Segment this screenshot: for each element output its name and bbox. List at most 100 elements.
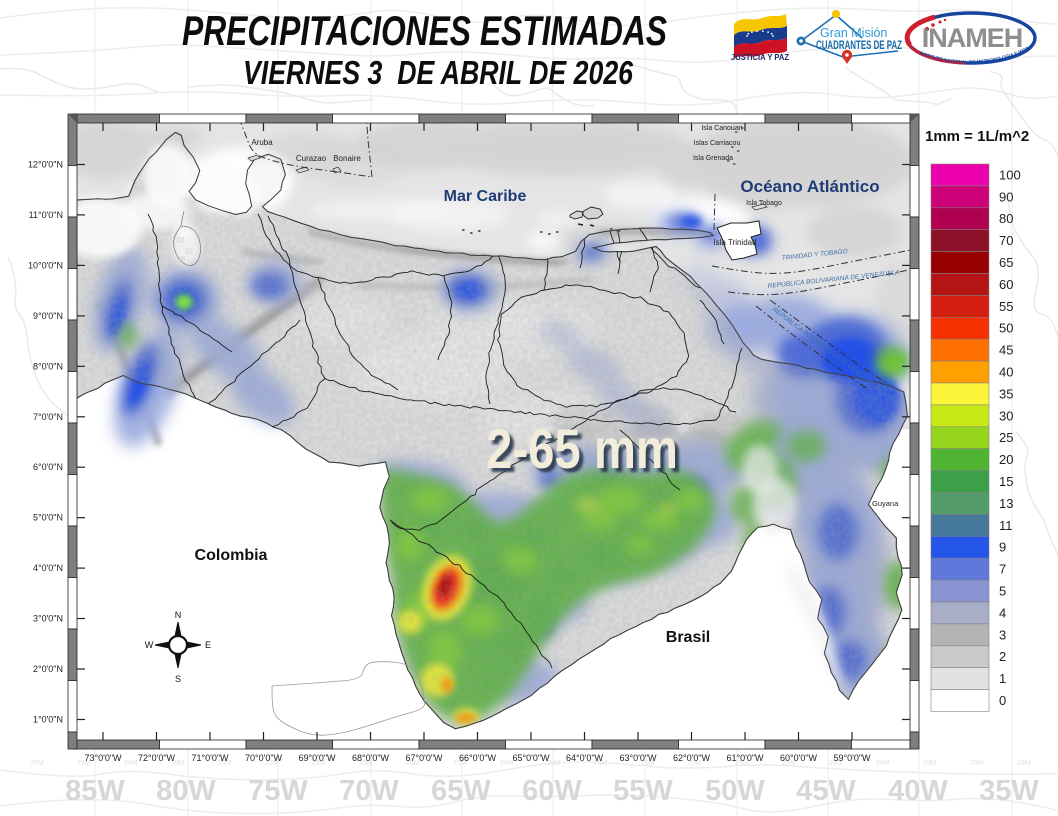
- svg-text:Colombia: Colombia: [195, 547, 268, 564]
- svg-text:29M: 29M: [265, 760, 279, 767]
- svg-text:30: 30: [999, 408, 1013, 423]
- svg-text:29M: 29M: [1017, 760, 1031, 767]
- svg-text:80W: 80W: [156, 775, 216, 807]
- svg-text:29M: 29M: [406, 760, 420, 767]
- svg-text:1mm = 1L/m^2: 1mm = 1L/m^2: [925, 128, 1029, 145]
- svg-text:8°0'0"N: 8°0'0"N: [33, 361, 63, 371]
- svg-text:29M: 29M: [876, 760, 890, 767]
- svg-text:Aruba: Aruba: [251, 138, 273, 147]
- svg-text:9: 9: [999, 540, 1006, 555]
- svg-text:11: 11: [999, 518, 1013, 533]
- svg-text:20: 20: [999, 452, 1013, 467]
- svg-text:9°0'0"N: 9°0'0"N: [33, 311, 63, 321]
- svg-text:Brasil: Brasil: [666, 629, 710, 646]
- svg-text:72°0'0"W: 72°0'0"W: [138, 753, 176, 763]
- svg-text:Isla Grenada: Isla Grenada: [693, 155, 733, 162]
- svg-text:71°0'0"W: 71°0'0"W: [191, 753, 229, 763]
- svg-text:63°0'0"W: 63°0'0"W: [619, 753, 657, 763]
- svg-text:2°0'0"N: 2°0'0"N: [33, 664, 63, 674]
- svg-text:45W: 45W: [796, 775, 856, 807]
- svg-text:6°0'0"N: 6°0'0"N: [33, 462, 63, 472]
- svg-text:60: 60: [999, 277, 1013, 292]
- svg-text:64°0'0"W: 64°0'0"W: [566, 753, 604, 763]
- svg-text:5°0'0"N: 5°0'0"N: [33, 513, 63, 523]
- svg-text:29M: 29M: [500, 760, 514, 767]
- svg-text:Mar Caribe: Mar Caribe: [444, 188, 527, 205]
- svg-text:0: 0: [999, 693, 1006, 708]
- svg-text:CUADRANTES DE PAZ: CUADRANTES DE PAZ: [816, 40, 902, 52]
- svg-text:60W: 60W: [522, 775, 582, 807]
- svg-text:3: 3: [999, 627, 1006, 642]
- svg-text:E: E: [205, 640, 211, 650]
- svg-text:29M: 29M: [30, 760, 44, 767]
- svg-text:73°0'0"W: 73°0'0"W: [84, 753, 122, 763]
- svg-text:PRECIPITACIONES ESTIMADAS: PRECIPITACIONES ESTIMADAS: [182, 7, 667, 54]
- svg-text:45: 45: [999, 343, 1013, 358]
- svg-text:66°0'0"W: 66°0'0"W: [459, 753, 497, 763]
- svg-text:59°0'0"W: 59°0'0"W: [833, 753, 871, 763]
- svg-text:65: 65: [999, 255, 1013, 270]
- svg-text:11°0'0"N: 11°0'0"N: [29, 210, 63, 220]
- svg-text:75W: 75W: [248, 775, 308, 807]
- svg-text:Curazao: Curazao: [296, 154, 327, 163]
- svg-text:Isla Tobago: Isla Tobago: [746, 200, 782, 207]
- svg-text:Isla Trinidad: Isla Trinidad: [713, 238, 756, 247]
- svg-text:3°0'0"N: 3°0'0"N: [33, 614, 63, 624]
- svg-text:29M: 29M: [782, 760, 796, 767]
- svg-text:29M: 29M: [688, 760, 702, 767]
- svg-text:55W: 55W: [613, 775, 673, 807]
- svg-text:S: S: [175, 674, 181, 684]
- svg-text:70: 70: [999, 233, 1013, 248]
- svg-text:25: 25: [999, 430, 1013, 445]
- svg-text:35W: 35W: [979, 775, 1039, 807]
- svg-text:1: 1: [999, 671, 1006, 686]
- svg-text:90: 90: [999, 189, 1013, 204]
- svg-text:29M: 29M: [641, 760, 655, 767]
- svg-text:JUSTICIA Y PAZ: JUSTICIA Y PAZ: [731, 52, 789, 62]
- svg-text:5: 5: [999, 584, 1006, 599]
- svg-text:29M: 29M: [970, 760, 984, 767]
- svg-text:55: 55: [999, 299, 1013, 314]
- svg-text:67°0'0"W: 67°0'0"W: [405, 753, 443, 763]
- svg-text:Isla Canouan: Isla Canouan: [701, 125, 742, 132]
- svg-text:2-65 mm: 2-65 mm: [490, 421, 682, 484]
- svg-text:4°0'0"N: 4°0'0"N: [33, 563, 63, 573]
- svg-text:29M: 29M: [547, 760, 561, 767]
- svg-text:7°0'0"N: 7°0'0"N: [33, 412, 63, 422]
- svg-text:100: 100: [999, 167, 1021, 182]
- svg-text:68°0'0"W: 68°0'0"W: [352, 753, 390, 763]
- svg-text:70W: 70W: [339, 775, 399, 807]
- svg-text:W: W: [145, 640, 154, 650]
- svg-text:40W: 40W: [888, 775, 948, 807]
- svg-text:2-65 mm: 2-65 mm: [486, 417, 678, 480]
- svg-text:29M: 29M: [453, 760, 467, 767]
- svg-text:65W: 65W: [431, 775, 491, 807]
- svg-text:Islas Carriacou: Islas Carriacou: [694, 140, 741, 147]
- svg-text:29M: 29M: [312, 760, 326, 767]
- svg-text:29M: 29M: [735, 760, 749, 767]
- svg-text:29M: 29M: [923, 760, 937, 767]
- svg-text:29M: 29M: [77, 760, 91, 767]
- svg-text:VIERNES 3 DE ABRIL DE 2026: VIERNES 3 DE ABRIL DE 2026: [243, 54, 634, 91]
- svg-text:INAMEH: INAMEH: [922, 23, 1023, 53]
- svg-text:12°0'0"N: 12°0'0"N: [28, 160, 63, 170]
- svg-text:Guyana: Guyana: [872, 499, 899, 508]
- svg-text:N: N: [175, 610, 182, 620]
- svg-text:62°0'0"W: 62°0'0"W: [673, 753, 711, 763]
- svg-text:29M: 29M: [829, 760, 843, 767]
- svg-text:Gran Misión: Gran Misión: [820, 26, 887, 40]
- svg-text:2: 2: [999, 649, 1006, 664]
- svg-text:Bonaire: Bonaire: [333, 154, 361, 163]
- svg-text:50: 50: [999, 321, 1013, 336]
- svg-text:69°0'0"W: 69°0'0"W: [298, 753, 336, 763]
- svg-text:29M: 29M: [124, 760, 138, 767]
- svg-text:10°0'0"N: 10°0'0"N: [28, 260, 63, 270]
- svg-text:Océano Atlántico: Océano Atlántico: [740, 177, 879, 196]
- svg-text:13: 13: [999, 496, 1013, 511]
- svg-text:15: 15: [999, 474, 1013, 489]
- svg-text:29M: 29M: [594, 760, 608, 767]
- svg-text:29M: 29M: [171, 760, 185, 767]
- svg-text:60°0'0"W: 60°0'0"W: [780, 753, 818, 763]
- svg-text:1°0'0"N: 1°0'0"N: [33, 715, 63, 725]
- svg-text:61°0'0"W: 61°0'0"W: [726, 753, 764, 763]
